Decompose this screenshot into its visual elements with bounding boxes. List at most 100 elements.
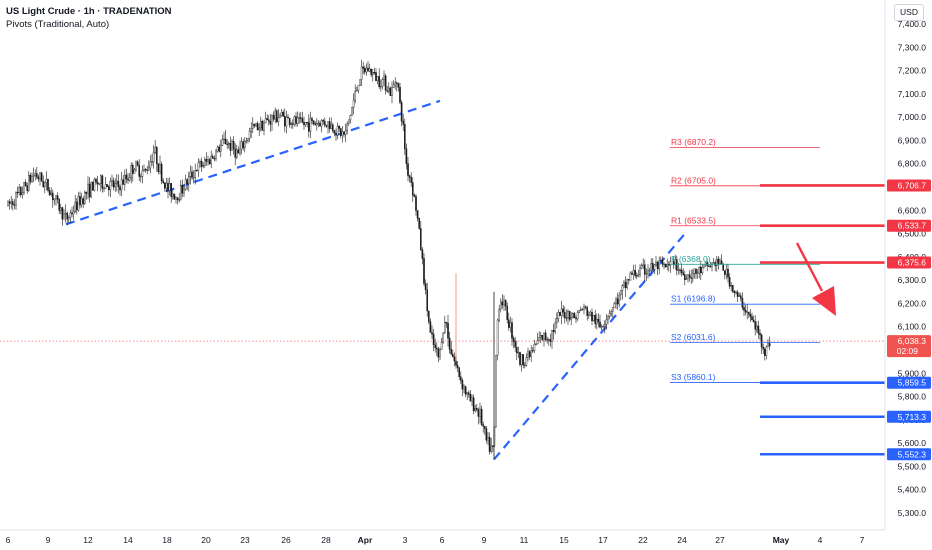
trendline-2[interactable] [493,232,686,461]
candle [260,116,262,132]
candle [634,264,636,279]
y-tick-label: 6,100.0 [898,322,927,332]
candle [266,114,269,121]
candle [506,302,509,324]
candle [669,256,672,273]
candle [596,313,598,330]
candle [40,172,43,182]
price-tag-value: 6,038.3 [898,336,927,346]
candle [349,114,352,124]
candle [202,162,205,169]
pivot-p[interactable]: P (6368.0) [670,254,820,265]
candle [47,178,49,193]
candle [431,325,433,339]
x-tick-label: 14 [123,535,133,545]
x-tick-label: 7 [860,535,865,545]
pivot-r2[interactable]: R2 (6705.0) [670,175,820,187]
x-tick-label: 6 [6,535,11,545]
pivot-s3[interactable]: S3 (5860.1) [670,372,820,383]
candle [245,137,248,144]
candle [661,256,664,268]
candle [36,166,38,180]
candle [652,258,654,271]
candle [336,122,339,140]
candle [767,339,769,348]
candle [235,144,238,160]
candle [711,262,713,272]
candle [714,259,716,272]
indicator-label[interactable]: Pivots (Traditional, Auto) [6,19,110,30]
candle [586,305,588,321]
candle [522,354,524,369]
candle [24,179,27,188]
candle [335,128,337,141]
pivot-levels: R3 (6870.2) R2 (6705.0) R1 (6533.5) P (6368… [670,137,820,383]
candle [239,140,241,157]
candle [572,312,574,319]
y-tick-label: 7,000.0 [898,112,927,122]
candle [135,160,137,172]
currency-button[interactable]: USD [894,4,924,21]
candle [762,343,764,354]
candle [460,371,462,384]
support-price-tag[interactable]: 5,713.3 [887,410,931,423]
candle [122,174,124,185]
candle [383,70,385,87]
resistance-price-tag[interactable]: 6,533.7 [887,219,931,232]
chart-legend: US Light Crude · 1h · TRADENATION Pivots… [6,5,172,31]
candle [576,310,579,322]
resistance-price-tag[interactable]: 6,375.6 [887,256,931,269]
candle [479,402,481,424]
candle [261,119,264,131]
candle [519,351,521,367]
candle [605,314,608,330]
current-price-tag[interactable]: 6,038.302:09 [887,335,931,358]
resistance-price-tag[interactable]: 6,706.7 [887,179,931,192]
candle [319,120,321,127]
candle [544,329,547,342]
candle [362,61,365,74]
candle [677,262,680,275]
candle [744,304,747,316]
candle [360,59,363,87]
candle [280,109,283,118]
y-tick-label: 5,500.0 [898,461,927,471]
candle [56,192,59,204]
candle [610,309,612,317]
support-price-tag[interactable]: 5,859.5 [887,376,931,389]
candle [559,311,561,317]
symbol-title[interactable]: US Light Crude · 1h · TRADENATION [6,6,172,17]
candle [258,122,261,137]
candle [583,303,585,315]
candle [272,111,275,122]
candle [727,264,729,283]
candle [597,313,600,328]
pivot-r1[interactable]: R1 (6533.5) [670,215,820,227]
candle [648,267,651,276]
pivot-s2[interactable]: S2 (6031.6) [670,332,820,344]
candle [764,347,766,361]
candle [754,315,756,336]
candle [445,321,448,328]
candle [28,171,30,192]
candle [127,172,129,184]
candle [444,315,446,335]
pivot-r3[interactable]: R3 (6870.2) [670,137,820,148]
candle [276,109,278,124]
candle [640,263,643,270]
pivot-s1[interactable]: S1 (6196.8) [670,294,820,305]
candle [608,309,611,320]
candle [131,162,134,182]
support-price-tag[interactable]: 5,552.3 [887,448,931,461]
candle [139,173,142,183]
trendline-1[interactable] [65,99,441,226]
candle [415,194,417,216]
candle [63,208,65,220]
candle [189,165,192,185]
candle [484,425,486,435]
candle [552,323,555,340]
candle [264,111,267,124]
candle [77,192,80,212]
